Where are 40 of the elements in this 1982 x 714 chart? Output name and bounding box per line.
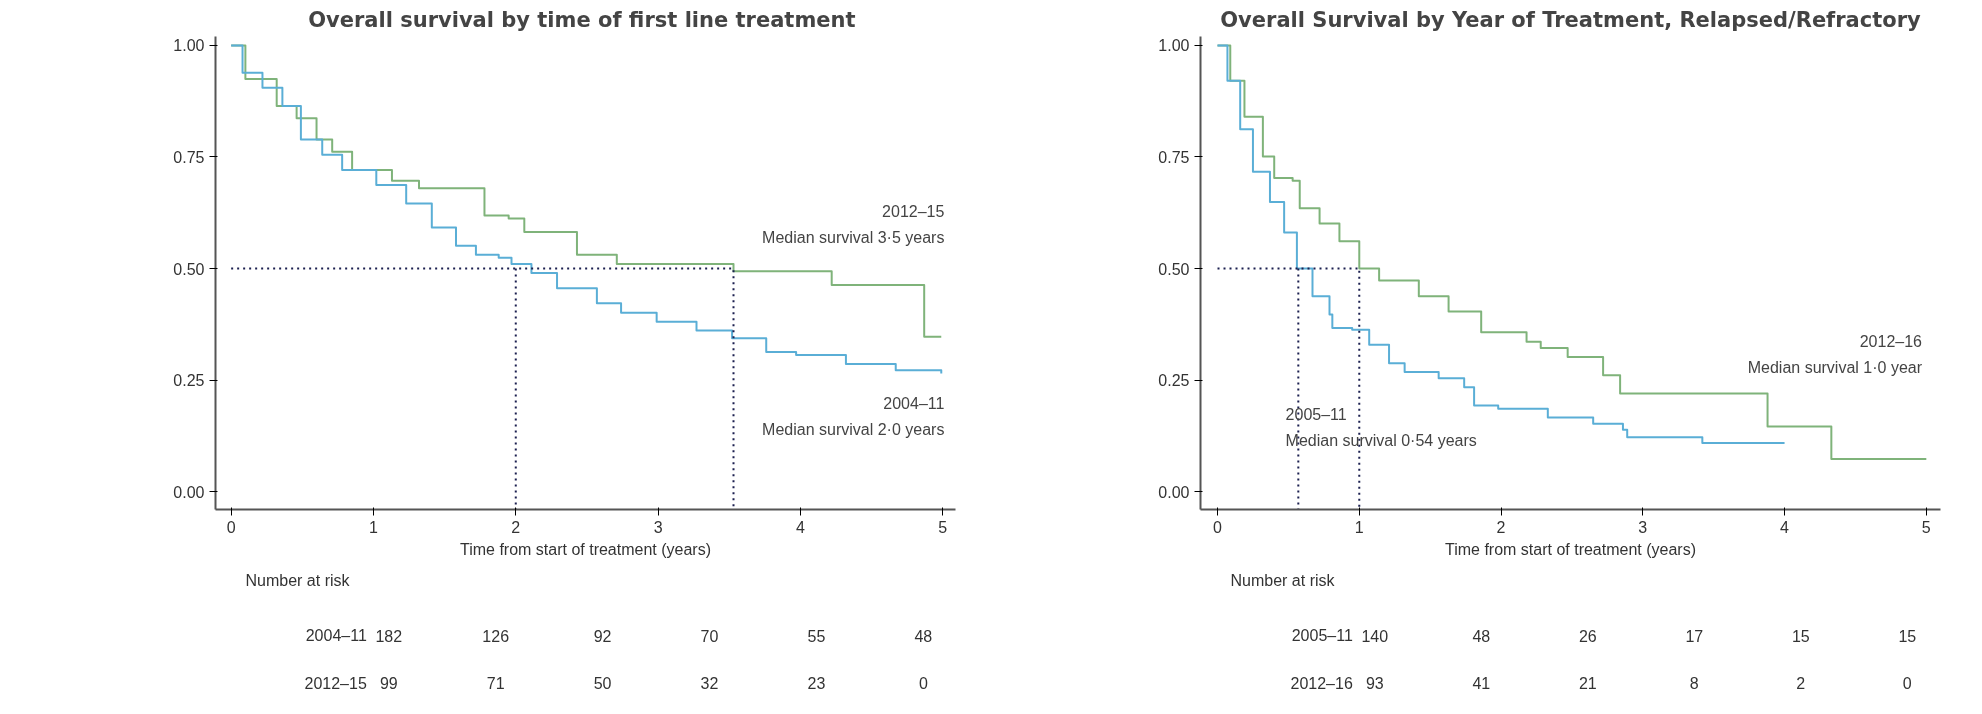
annotation: Median survival 0·54 years (1285, 432, 1477, 450)
y-tick-label: 0.00 (173, 483, 205, 501)
y-tick-label: 0.00 (1158, 483, 1190, 501)
annotation: 2012–16 (1859, 333, 1923, 351)
x-tick-label: 0 (1213, 518, 1223, 536)
annotation: Median survival 1·0 year (1747, 359, 1923, 377)
y-tick-label: 1.00 (1158, 37, 1190, 55)
annotation: 2005–11 (1285, 406, 1347, 424)
text: 2012–16 93 41 21 8 2 0 (1290, 674, 1912, 692)
x-tick-label: 5 (938, 518, 948, 536)
text: 2012–15 99 71 50 32 23 0 (304, 674, 928, 692)
x-axis-title: Time from start of treatment (years) (1444, 540, 1697, 558)
y-tick-label: 0.75 (1158, 148, 1190, 166)
y-tick-label: 0.50 (173, 260, 205, 278)
x-tick-label: 1 (1354, 518, 1364, 536)
x-tick-label: 5 (1921, 518, 1931, 536)
y-tick-label: 1.00 (173, 37, 205, 55)
y-tick-label: 0.50 (1158, 260, 1190, 278)
x-tick-label: 4 (1780, 518, 1790, 536)
chart-title: Overall survival by time of first line treatment (308, 7, 856, 32)
x-tick-label: 3 (1638, 518, 1648, 536)
x-tick-label: 3 (653, 518, 663, 536)
y-tick-label: 0.75 (173, 148, 205, 166)
text: 2005–11 140 48 26 17 15 15 (1291, 627, 1917, 645)
annotation: Median survival 3·5 years (762, 229, 945, 247)
x-axis-title: Time from start of treatment (years) (459, 540, 712, 558)
chart-title: Overall Survival by Year of Treatment, Relapsed/Refractory (1220, 7, 1922, 32)
x-tick-label: 0 (226, 518, 236, 536)
annotation: 2004–11 (883, 394, 945, 412)
text: 2004–11 182 126 92 70 55 48 (305, 627, 933, 645)
x-tick-label: 4 (795, 518, 805, 536)
y-tick-label: 0.25 (1158, 372, 1190, 390)
y-tick-label: 0.25 (173, 372, 205, 390)
text: Number at risk (245, 572, 351, 589)
x-tick-label: 2 (1496, 518, 1506, 536)
text: Number at risk (1230, 572, 1336, 589)
x-tick-label: 2 (511, 518, 521, 536)
annotation: 2012–15 (882, 203, 945, 221)
x-tick-label: 1 (369, 518, 379, 536)
annotation: Median survival 2·0 years (762, 420, 945, 438)
